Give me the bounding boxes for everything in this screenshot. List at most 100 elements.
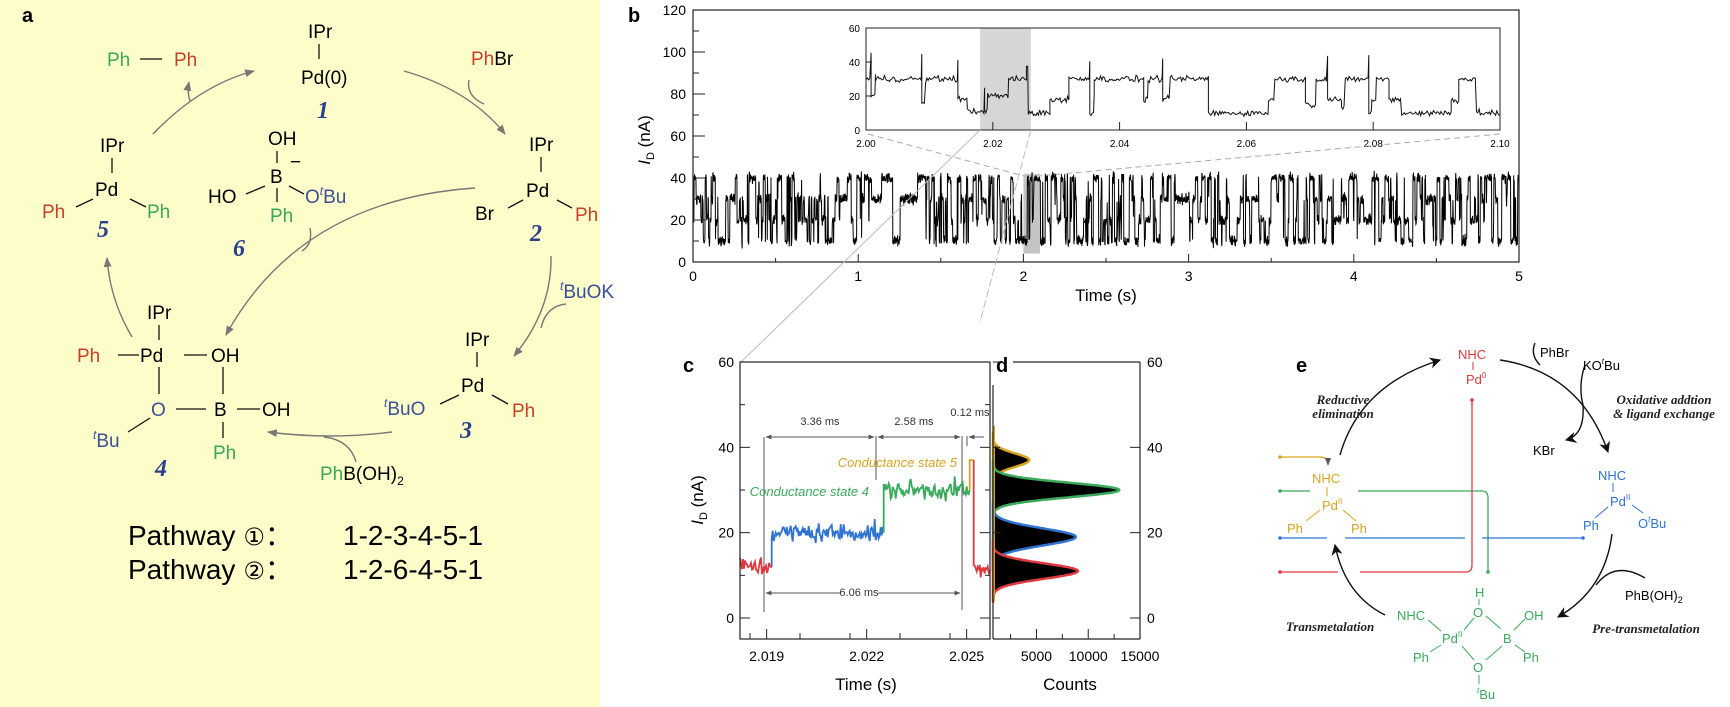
inset-y-tick-label: 0 [854, 126, 860, 137]
gold-level-line [1280, 456, 1332, 466]
arrow-reductive-elimination [1339, 357, 1442, 456]
level-dot [1278, 489, 1282, 493]
step-label: elimination [1312, 406, 1373, 421]
butyl-text: Bu [1650, 516, 1666, 531]
y-tick-label: 0 [1147, 610, 1155, 626]
bond [1461, 645, 1475, 661]
panel-a-catalytic-cycle: a IPr Pd(0) 1 Ph Ph PhBr IPr Pd [0, 0, 614, 707]
negative-charge: − [290, 152, 301, 173]
y-axis-label: ID (nA) [635, 115, 657, 165]
reagent-phenylboronic-acid: PhB(OH)2 [320, 464, 404, 488]
bond [491, 394, 509, 405]
duration-annotations [763, 434, 984, 612]
panel-label-b: b [628, 5, 640, 27]
pathway-route: 1-2-6-4-5-1 [343, 554, 483, 585]
level-connector-lines [1278, 398, 1585, 574]
reagent-hook-phboh2 [323, 436, 357, 463]
superscript: t [384, 396, 388, 410]
conductance-state-4-label: Conductance state 4 [750, 484, 869, 499]
panel-b-current-trace: b ID (nA) Time (s) 0 20 40 60 80 100 120 0 1 2 3 4 5… [628, 2, 1523, 363]
inset-x-tick-label: 2.10 [1490, 139, 1510, 150]
reagent-kotbu: KOtBu [1583, 357, 1620, 373]
inset-connector [867, 133, 1024, 177]
x-tick-label: 15000 [1121, 648, 1160, 664]
boronic-text: B(OH) [343, 464, 397, 485]
phenyl-label: Ph [1413, 650, 1429, 665]
x-tick-label: 0 [689, 268, 697, 284]
metal-label: Pd [95, 180, 118, 201]
y-tick-label: 80 [670, 86, 686, 102]
level-dot [1486, 570, 1490, 574]
hydroxyl-label: OH [211, 346, 240, 367]
reaction-arrows [103, 69, 567, 463]
ligand-label: NHC [1458, 347, 1486, 362]
tert-butoxy-label: OtBu [1638, 515, 1666, 531]
phenyl-label: Ph [1287, 521, 1303, 536]
bromo-label: Br [475, 204, 495, 225]
inset-connector [1039, 133, 1501, 177]
metal-label: Pd [140, 346, 163, 367]
ligand-label: IPr [465, 330, 490, 351]
pathway-1: Pathway ①： 1-2-3-4-5-1 [128, 520, 483, 551]
compound-number: 5 [97, 217, 109, 243]
metal-label: Pd [526, 181, 549, 202]
ligand-label: IPr [100, 136, 125, 157]
cycle-arrows [1331, 342, 1646, 618]
hydrogen-label: H [1475, 585, 1484, 600]
x-tick-label: 2.025 [949, 648, 984, 664]
panel-e-mechanism: e NHC Pd0 [1278, 342, 1715, 702]
pathway-number: ② [243, 557, 265, 585]
metal-text: Pd [1610, 494, 1626, 509]
histogram-peak [991, 459, 1121, 521]
inset-x-tick-label: 2.02 [983, 139, 1003, 150]
y-label-subscript: D [698, 512, 710, 520]
phenyl-label: Ph [213, 443, 236, 464]
y-tick-label: 0 [726, 610, 734, 626]
pathway-label: Pathway [128, 520, 235, 551]
superscript: t [320, 184, 324, 198]
oxygen-text: O [1638, 516, 1648, 531]
panel-c-connector [740, 129, 981, 363]
pathway-list: Pathway ①： 1-2-3-4-5-1 Pathway ②： 1-2-6-4-5-… [128, 520, 483, 585]
phenyl-label: Ph [1351, 521, 1367, 536]
level-dot [1470, 398, 1474, 402]
duration-label: 0.12 ms [950, 407, 990, 419]
y-tick-label: 40 [670, 170, 686, 186]
compound-5: IPr Pd Ph Ph 5 [42, 136, 170, 243]
reagent-hook-phbr [467, 79, 485, 105]
inset-zoom-highlight [980, 28, 1031, 130]
bond [1305, 509, 1321, 522]
inset-x-tick-label: 2.08 [1363, 139, 1383, 150]
ligand-label: IPr [147, 303, 172, 324]
superscript: t [1602, 357, 1605, 366]
y-tick-label: 60 [1147, 354, 1163, 370]
level-dot [1581, 536, 1585, 540]
tert-butyl-label: tBu [93, 428, 120, 452]
biphenyl-product: Ph Ph [107, 50, 197, 71]
bond [288, 185, 305, 195]
x-axis-label: Time (s) [1075, 286, 1137, 305]
arrow-2-to-3 [513, 255, 552, 357]
step-label: Oxidative addtion [1617, 392, 1712, 407]
separator: ： [265, 554, 293, 585]
inset-frame [865, 27, 1501, 131]
bond [1513, 618, 1526, 631]
red-level-line [1280, 400, 1473, 573]
byproduct-arrow-kbr [1564, 364, 1586, 443]
y-tick-label: 60 [670, 128, 686, 144]
separator: ： [265, 520, 293, 551]
phenyl-label: Ph [147, 202, 170, 223]
pathway-number: ① [243, 523, 265, 551]
metal-text: Pd [1466, 372, 1482, 387]
byproduct-kbr: KBr [1533, 443, 1555, 458]
species-green: H O NHC PdII B OH Ph Ph O tBu [1397, 585, 1544, 702]
x-axis-label: Time (s) [835, 675, 897, 694]
compound-4: IPr Ph Pd OH O B OH tBu Ph 4 [77, 303, 291, 482]
phenyl-label: Ph [512, 401, 535, 422]
oxygen-label: O [1473, 660, 1483, 675]
label-background [995, 352, 1011, 374]
reagent-hook-tbuok [540, 303, 567, 329]
bond [1631, 504, 1644, 514]
panel-c-zoomed-trace: c ID (nA) Time (s) 3.36 ms 2.58 ms 0.12 … [683, 354, 991, 694]
